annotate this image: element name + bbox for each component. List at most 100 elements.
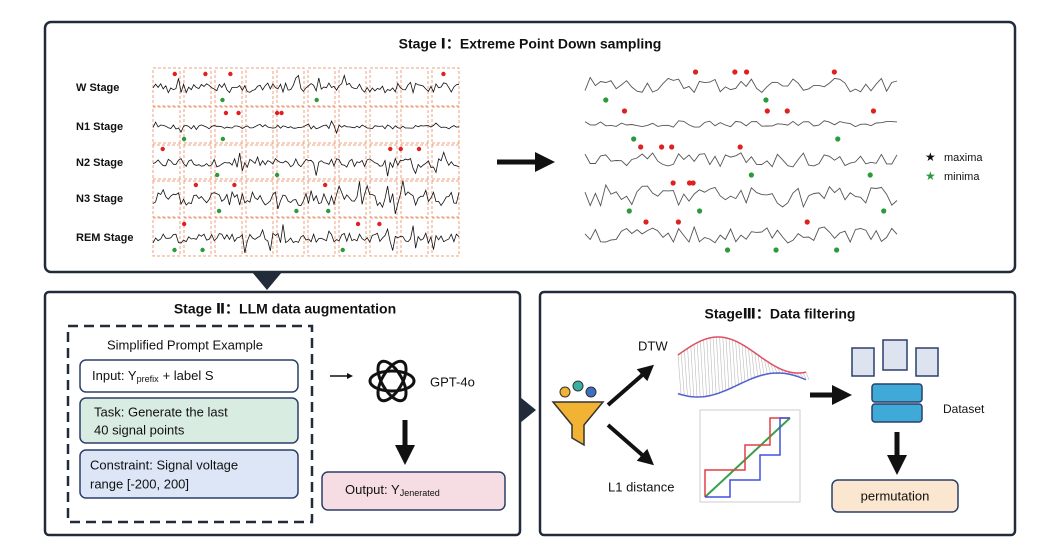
dtw-link (728, 338, 733, 389)
input-text: Input: Yprefix + label S (92, 368, 214, 384)
window (245, 106, 274, 146)
window (276, 67, 305, 107)
extreme (870, 108, 877, 114)
dtw-link (770, 363, 775, 374)
extreme (274, 172, 280, 178)
dtw-link (709, 337, 714, 396)
signal (152, 120, 460, 135)
signal (152, 151, 460, 177)
stage-label: N3 Stage (76, 193, 123, 205)
stage-label: W Stage (76, 82, 119, 94)
stage3-title: StageⅢ：Data filtering (705, 306, 856, 322)
extreme (355, 221, 361, 227)
extreme (659, 144, 665, 150)
window (307, 106, 336, 146)
extreme (274, 110, 280, 116)
constraint-box (79, 449, 299, 499)
extreme (193, 182, 199, 188)
task-text: 40 signal points (94, 422, 185, 437)
extreme (764, 108, 770, 114)
window (245, 67, 274, 107)
legend-label: minima (944, 171, 980, 183)
window (338, 67, 367, 107)
constraint-text: range [-200, 200] (90, 476, 189, 491)
extreme (216, 208, 222, 214)
window (431, 67, 460, 107)
dtw-link (757, 354, 762, 377)
extreme (416, 146, 422, 152)
extreme (732, 69, 738, 75)
dtw-link (767, 361, 771, 374)
window (307, 142, 336, 182)
dtw-link (732, 339, 736, 388)
window (307, 217, 336, 257)
dtw-link (722, 337, 727, 392)
signal (152, 180, 460, 214)
signal-sampled (584, 225, 898, 244)
signal-sampled (584, 152, 898, 168)
window (214, 217, 243, 257)
window (183, 142, 212, 182)
arrow (606, 364, 655, 407)
dtw-link (764, 359, 768, 375)
extreme (160, 146, 165, 152)
dtw-curve (677, 372, 807, 398)
model-name: GPT-4o (430, 374, 475, 389)
permutation-label: permutation (861, 488, 930, 503)
dtw-link (773, 365, 778, 374)
extreme (743, 69, 750, 75)
extreme (398, 146, 403, 152)
window (307, 67, 336, 107)
window (183, 178, 212, 218)
constraint-text: Constraint: Signal voltage (90, 457, 238, 472)
window (400, 67, 429, 107)
output-main: Output: Y (345, 482, 400, 497)
extreme (172, 71, 177, 77)
window (214, 67, 243, 107)
dtw-link (680, 352, 685, 395)
output-text: Output: YJenerated (345, 482, 440, 498)
dtw-label: DTW (638, 338, 668, 353)
window (245, 178, 274, 218)
legend-label: maxima (944, 152, 983, 164)
dtw-link (748, 348, 752, 381)
window (431, 217, 460, 257)
dtw-link (696, 342, 701, 398)
dtw-link (754, 352, 759, 378)
dataset-icon (851, 339, 939, 423)
extreme (675, 219, 681, 225)
window (245, 142, 274, 182)
extreme (388, 146, 393, 152)
extreme (181, 136, 187, 142)
dtw-curve (677, 336, 807, 374)
extreme (223, 110, 229, 116)
window (369, 178, 398, 218)
extreme (631, 136, 637, 142)
extreme (773, 247, 779, 253)
gpt-logo (368, 359, 416, 403)
extreme (831, 69, 837, 75)
window (400, 217, 429, 257)
dtw-link (760, 357, 765, 376)
extreme (686, 180, 693, 186)
window (183, 217, 212, 257)
extreme (232, 182, 237, 188)
extreme (835, 136, 841, 142)
extreme (294, 208, 299, 214)
window (338, 217, 367, 257)
extreme (377, 221, 382, 227)
extreme (220, 97, 225, 103)
dtw-link (719, 337, 723, 393)
stage-label: N1 Stage (76, 121, 123, 133)
star: ★ (925, 150, 936, 164)
dataset-label: Dataset (943, 402, 985, 416)
window (214, 178, 243, 218)
dtw-link (805, 372, 810, 380)
input-sub: prefix (137, 374, 160, 384)
extreme (724, 247, 731, 253)
star: ★ (925, 169, 936, 183)
extreme (881, 208, 887, 214)
extreme (690, 180, 696, 186)
extreme (203, 71, 208, 77)
